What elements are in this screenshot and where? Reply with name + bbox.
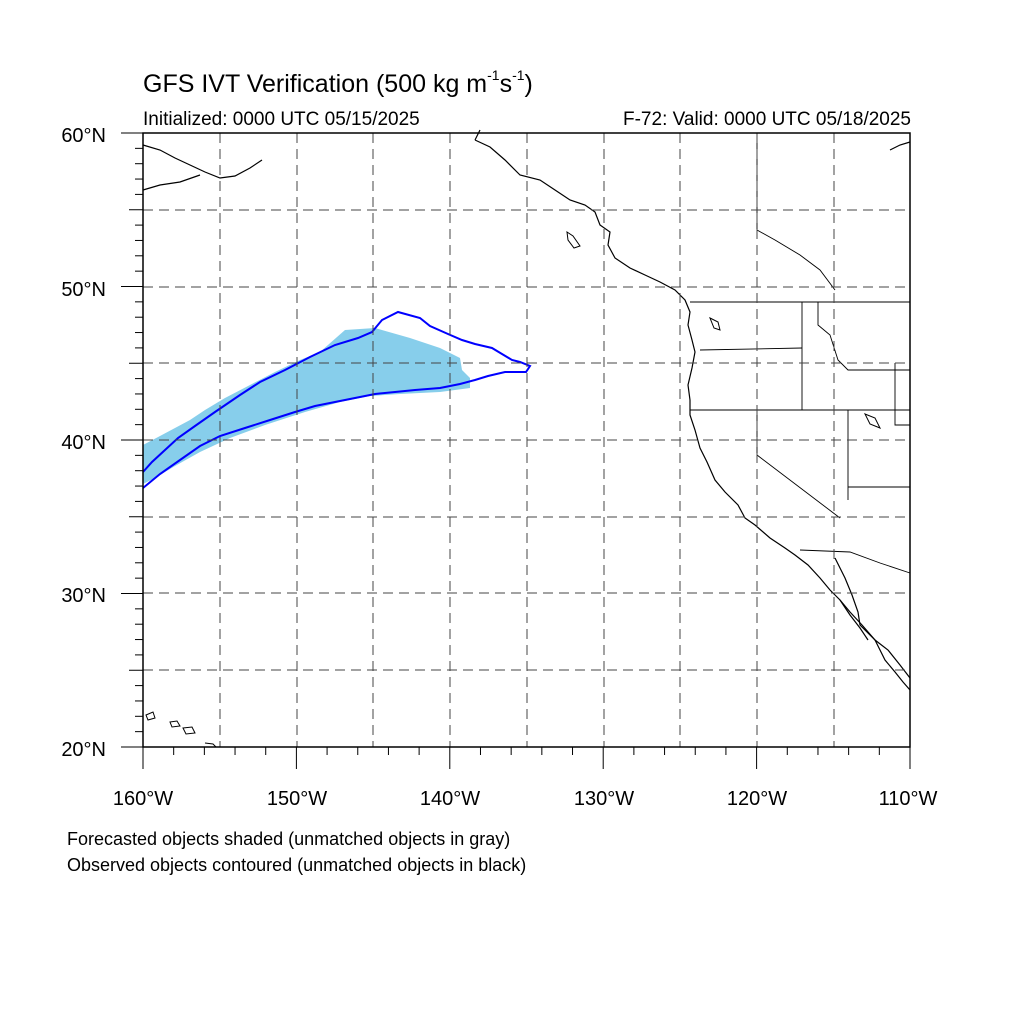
lon-label-120w: 120°W (727, 788, 787, 810)
lat-label-30n: 30°N (61, 585, 106, 607)
lat-label-50n: 50°N (61, 279, 106, 301)
lon-label-140w: 140°W (420, 788, 480, 810)
forecast-object-shaded (143, 328, 470, 484)
lat-label-60n: 60°N (61, 125, 106, 147)
islands (145, 230, 882, 748)
lat-label-20n: 20°N (61, 739, 106, 761)
initialized-label: Initialized: 0000 UTC 05/15/2025 (143, 109, 420, 130)
gridlines (143, 133, 910, 747)
plot-title: GFS IVT Verification (500 kg m-1s-1) (143, 67, 533, 98)
lon-label-130w: 130°W (574, 788, 634, 810)
lon-label-110w: 110°W (879, 788, 938, 810)
legend-notes: Forecasted objects shaded (unmatched obj… (67, 826, 526, 878)
lon-label-160w: 160°W (113, 788, 173, 810)
axis-ticks (121, 132, 911, 769)
political-borders (690, 133, 911, 574)
observed-note: Observed objects contoured (unmatched ob… (67, 855, 527, 875)
lon-label-150w: 150°W (267, 788, 327, 810)
lat-label-40n: 40°N (61, 432, 106, 454)
valid-time-label: F-72: Valid: 0000 UTC 05/18/2025 (623, 109, 911, 130)
observed-object-contour (142, 310, 532, 489)
forecast-note: Forecasted objects shaded (unmatched obj… (67, 829, 511, 849)
